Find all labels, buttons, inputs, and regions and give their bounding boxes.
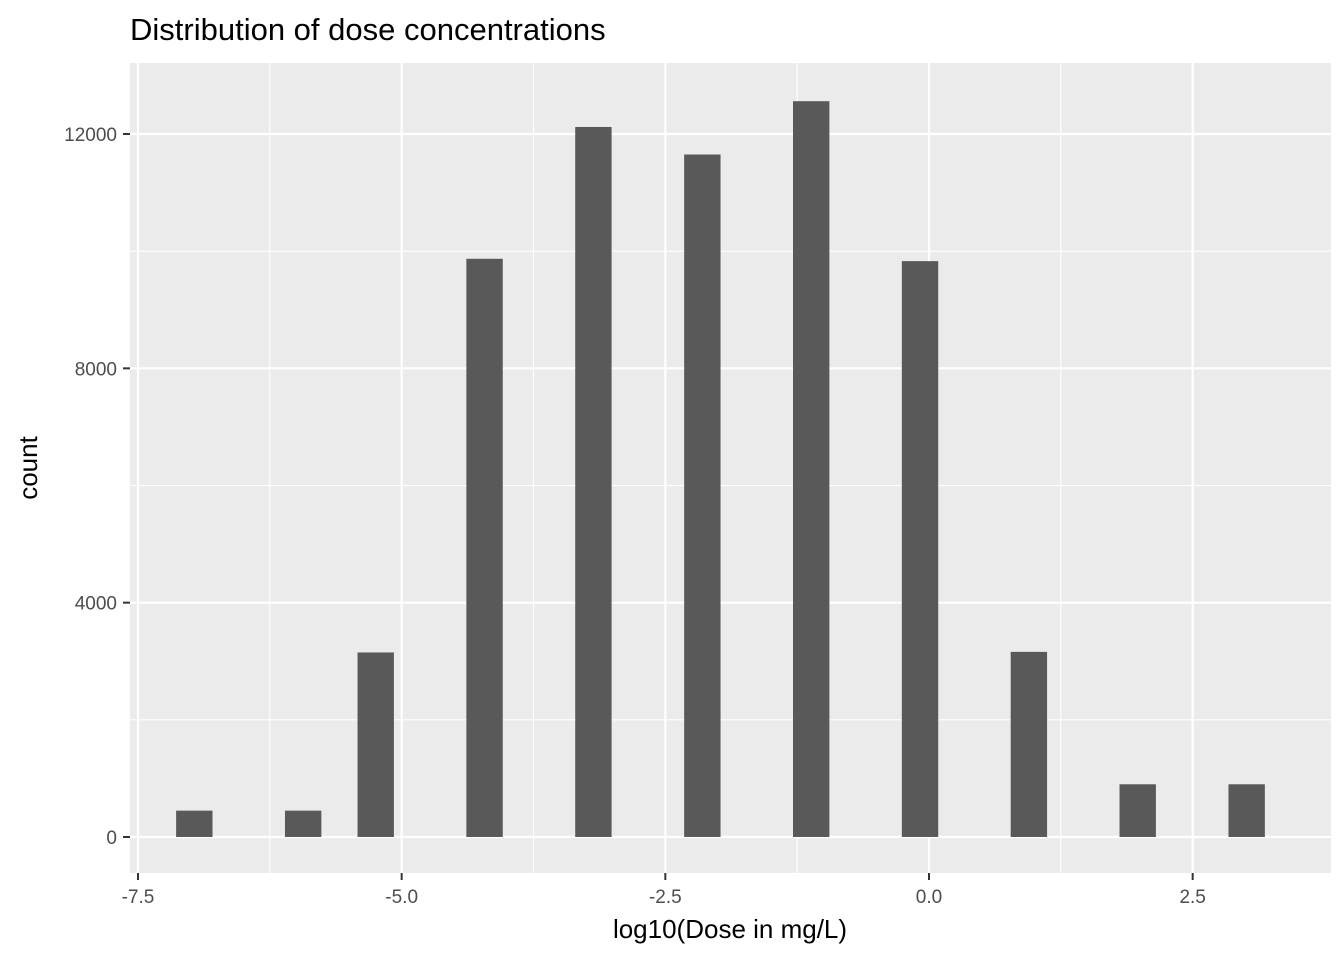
histogram-bar <box>176 810 213 837</box>
chart-title: Distribution of dose concentrations <box>130 12 606 47</box>
y-tick-label: 12000 <box>64 125 117 146</box>
histogram-bar <box>793 101 830 837</box>
y-tick-label: 8000 <box>75 359 117 380</box>
y-axis-title: count <box>13 435 43 499</box>
histogram-bar <box>1010 651 1048 837</box>
x-tick-label: -2.5 <box>649 887 682 908</box>
histogram-bar <box>357 652 394 837</box>
plot-panel <box>130 63 1331 873</box>
histogram-bar <box>575 126 612 838</box>
histogram-bar <box>1119 784 1156 837</box>
y-tick-label: 4000 <box>75 594 117 615</box>
x-tick-label: 2.5 <box>1179 887 1205 908</box>
histogram-bar <box>901 261 939 837</box>
x-tick-label: -5.0 <box>385 887 418 908</box>
x-tick-label: 0.0 <box>916 887 942 908</box>
x-axis-title: log10(Dose in mg/L) <box>613 914 847 944</box>
y-axis: 0 4000 8000 12000 <box>64 125 130 849</box>
histogram-bar <box>1228 784 1265 837</box>
histogram-bar <box>284 810 322 837</box>
x-axis: -7.5 -5.0 -2.5 0.0 2.5 <box>122 873 1206 908</box>
histogram-bar <box>684 154 721 838</box>
y-tick-label: 0 <box>106 828 117 849</box>
x-tick-label: -7.5 <box>122 887 155 908</box>
histogram-bars <box>176 101 1265 838</box>
histogram-bar <box>466 258 503 838</box>
